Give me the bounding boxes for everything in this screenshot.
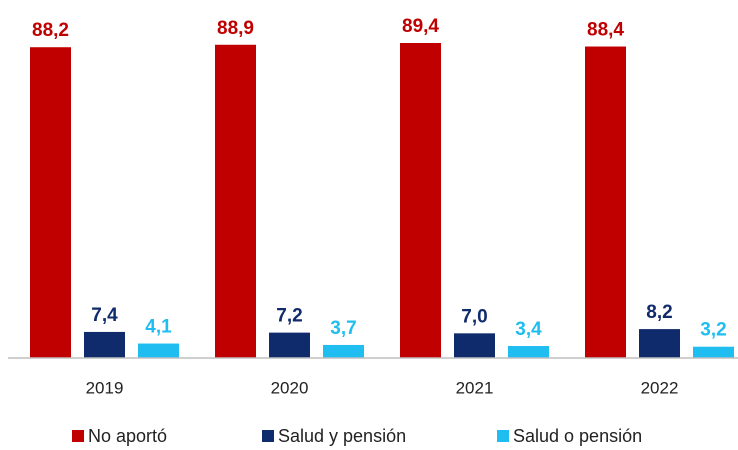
bar [269, 332, 310, 358]
x-tick-label: 2021 [456, 378, 494, 397]
x-tick-label: 2022 [641, 378, 679, 397]
x-tick-label: 2019 [86, 378, 124, 397]
bar [693, 346, 734, 358]
bar [215, 44, 256, 358]
value-label: 7,4 [91, 305, 118, 326]
legend-swatch [497, 430, 509, 442]
legend-label: Salud y pensión [278, 426, 406, 446]
value-label: 4,1 [145, 317, 172, 338]
legend-label: No aportó [88, 426, 167, 446]
bar [400, 43, 441, 358]
bar [323, 344, 364, 358]
bar [454, 333, 495, 358]
value-label: 3,4 [515, 319, 542, 340]
value-label: 88,9 [217, 18, 254, 39]
bar [508, 346, 549, 358]
legend-swatch [262, 430, 274, 442]
value-label: 88,2 [32, 20, 69, 41]
bar [585, 46, 626, 358]
value-label: 7,0 [461, 306, 487, 327]
value-label: 8,2 [646, 302, 672, 323]
value-label: 7,2 [276, 306, 302, 327]
x-tick-label: 2020 [271, 378, 309, 397]
bar [639, 329, 680, 358]
bar [84, 331, 125, 358]
value-label: 89,4 [402, 16, 439, 37]
value-label: 3,2 [700, 320, 726, 341]
value-label: 3,7 [330, 318, 356, 339]
bar [138, 343, 179, 358]
legend-label: Salud o pensión [513, 426, 642, 446]
bar [30, 47, 71, 359]
legend-swatch [72, 430, 84, 442]
value-label: 88,4 [587, 20, 624, 41]
